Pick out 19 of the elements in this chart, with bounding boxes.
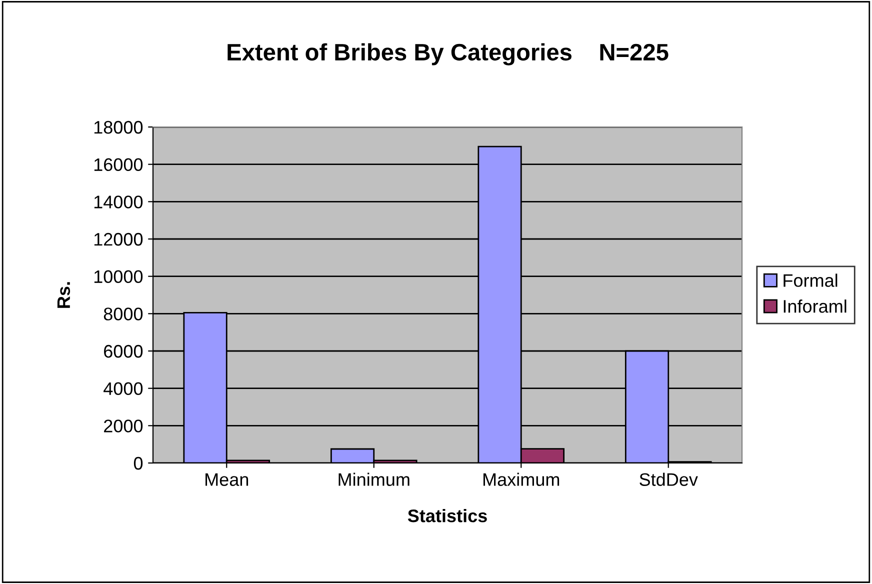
legend-label: Inforaml xyxy=(784,300,846,313)
x-tick-label: Minimum xyxy=(338,472,410,486)
y-tick-label: 8000 xyxy=(104,308,143,320)
y-tick-label: 6000 xyxy=(104,344,143,358)
y-tick-label: 18000 xyxy=(94,120,143,134)
x-axis-title: Statistics xyxy=(408,509,487,522)
x-tick-label: StdDev xyxy=(640,472,698,486)
x-tick-label: Mean xyxy=(206,473,248,486)
y-tick-label: 2000 xyxy=(104,420,143,432)
y-tick-label: 16000 xyxy=(94,158,143,172)
y-tick-label: 4000 xyxy=(104,382,143,396)
x-tick-label: Maximum xyxy=(483,472,560,486)
chart-title: Extent of Bribes By Categories N=225 xyxy=(228,43,668,66)
legend-label: Formal xyxy=(784,274,838,287)
y-tick-label: 14000 xyxy=(94,196,143,208)
y-tick-label: 0 xyxy=(134,456,143,470)
y-tick-label: 10000 xyxy=(94,270,143,284)
y-tick-label: 12000 xyxy=(94,232,143,246)
y-axis-title: Rs. xyxy=(57,282,70,308)
